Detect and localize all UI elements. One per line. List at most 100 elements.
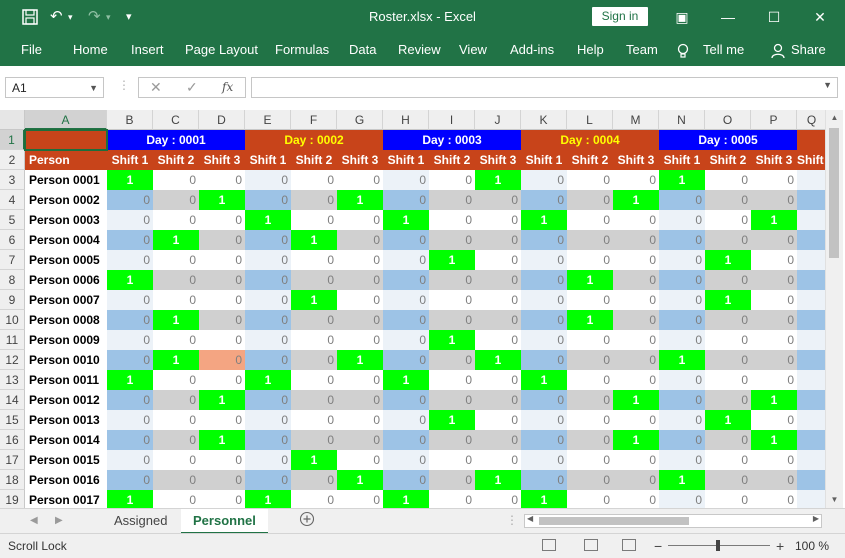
column-header-g[interactable]: G — [337, 110, 383, 130]
roster-cell[interactable]: 0 — [613, 370, 659, 390]
roster-cell[interactable]: 1 — [475, 470, 521, 490]
roster-cell[interactable]: 0 — [567, 190, 613, 210]
column-header-m[interactable]: M — [613, 110, 659, 130]
roster-cell-partial[interactable] — [797, 490, 827, 508]
row-header[interactable]: 15 — [0, 410, 25, 430]
roster-cell[interactable]: 0 — [567, 350, 613, 370]
person-name[interactable]: Person 0013 — [29, 413, 100, 427]
roster-cell[interactable]: 0 — [291, 430, 337, 450]
column-header-k[interactable]: K — [521, 110, 567, 130]
roster-cell[interactable]: 0 — [567, 450, 613, 470]
roster-cell[interactable]: 1 — [751, 430, 797, 450]
roster-cell-partial[interactable] — [797, 390, 827, 410]
roster-cell[interactable]: 0 — [475, 190, 521, 210]
roster-cell[interactable]: 0 — [751, 490, 797, 508]
roster-cell[interactable]: 0 — [245, 410, 291, 430]
roster-cell[interactable]: 0 — [107, 210, 153, 230]
person-name[interactable]: Person 0015 — [29, 453, 100, 467]
roster-cell[interactable]: 1 — [613, 190, 659, 210]
row-header[interactable]: 10 — [0, 310, 25, 330]
shift-header[interactable]: Shift 3 — [613, 150, 659, 170]
roster-cell[interactable]: 0 — [705, 210, 751, 230]
roster-cell[interactable]: 1 — [567, 270, 613, 290]
roster-cell[interactable]: 0 — [659, 250, 705, 270]
person-name[interactable]: Person 0016 — [29, 473, 100, 487]
roster-cell[interactable]: 0 — [337, 290, 383, 310]
redo-dropdown-icon[interactable]: ▾ — [106, 12, 111, 22]
column-header-f[interactable]: F — [291, 110, 337, 130]
roster-cell[interactable]: 0 — [567, 250, 613, 270]
roster-cell[interactable]: 0 — [521, 310, 567, 330]
roster-cell[interactable]: 1 — [107, 490, 153, 508]
roster-cell[interactable]: 0 — [567, 290, 613, 310]
roster-cell[interactable]: 1 — [429, 330, 475, 350]
roster-cell[interactable]: 0 — [751, 290, 797, 310]
roster-cell[interactable]: 0 — [659, 390, 705, 410]
roster-cell[interactable]: 0 — [659, 230, 705, 250]
roster-cell[interactable]: 0 — [337, 430, 383, 450]
shift-header[interactable]: Shift 1 — [383, 150, 429, 170]
roster-cell[interactable]: 1 — [521, 210, 567, 230]
roster-cell[interactable]: 0 — [475, 490, 521, 508]
roster-cell[interactable]: 1 — [613, 390, 659, 410]
roster-cell[interactable]: 0 — [245, 430, 291, 450]
roster-cell-partial[interactable] — [797, 210, 827, 230]
roster-cell[interactable]: 0 — [291, 250, 337, 270]
roster-cell[interactable]: 0 — [521, 410, 567, 430]
maximize-button[interactable]: ☐ — [767, 9, 781, 25]
roster-cell[interactable]: 0 — [107, 230, 153, 250]
roster-cell[interactable]: 0 — [475, 310, 521, 330]
roster-cell[interactable]: 0 — [291, 310, 337, 330]
scroll-up-icon[interactable]: ▲ — [830, 113, 839, 122]
roster-cell[interactable]: 1 — [245, 210, 291, 230]
roster-cell[interactable]: 1 — [659, 170, 705, 190]
shift-header[interactable]: Shift 3 — [199, 150, 245, 170]
roster-cell[interactable]: 1 — [521, 370, 567, 390]
roster-cell[interactable]: 0 — [705, 310, 751, 330]
roster-cell[interactable]: 0 — [751, 370, 797, 390]
roster-cell[interactable]: 0 — [475, 410, 521, 430]
roster-cell[interactable]: 0 — [705, 370, 751, 390]
column-header-d[interactable]: D — [199, 110, 245, 130]
row-header[interactable]: 19 — [0, 490, 25, 508]
column-header-j[interactable]: J — [475, 110, 521, 130]
roster-cell[interactable]: 0 — [521, 230, 567, 250]
roster-cell[interactable]: 0 — [705, 230, 751, 250]
row-header[interactable]: 8 — [0, 270, 25, 290]
roster-cell[interactable]: 0 — [521, 450, 567, 470]
roster-cell[interactable]: 0 — [751, 410, 797, 430]
roster-cell[interactable]: 0 — [337, 170, 383, 190]
person-name[interactable]: Person 0009 — [29, 333, 100, 347]
roster-cell[interactable]: 0 — [383, 410, 429, 430]
shift-header[interactable]: Shift 3 — [337, 150, 383, 170]
column-header-p[interactable]: P — [751, 110, 797, 130]
roster-cell[interactable]: 0 — [705, 430, 751, 450]
roster-cell[interactable]: 0 — [153, 430, 199, 450]
roster-cell[interactable]: 0 — [337, 250, 383, 270]
roster-cell[interactable]: 0 — [613, 170, 659, 190]
roster-cell[interactable]: 0 — [107, 330, 153, 350]
roster-cell[interactable]: 0 — [107, 190, 153, 210]
roster-cell[interactable]: 1 — [751, 390, 797, 410]
cell-a1[interactable] — [25, 130, 107, 150]
sheet-tab-personnel[interactable]: Personnel — [181, 509, 268, 534]
roster-cell[interactable]: 0 — [659, 430, 705, 450]
roster-cell[interactable]: 0 — [659, 490, 705, 508]
roster-cell[interactable]: 0 — [613, 450, 659, 470]
spreadsheet-grid[interactable]: A B C D E F G H I J K L M N O P Q 1 2 3 4 5 6 7 8 9 10 11 12 13 14 15 16… — [0, 110, 845, 508]
tab-formulas[interactable]: Formulas — [275, 42, 330, 57]
shift-header[interactable]: Shift 3 — [475, 150, 521, 170]
roster-cell[interactable]: 0 — [475, 330, 521, 350]
roster-cell[interactable]: 1 — [291, 450, 337, 470]
roster-cell[interactable]: 0 — [567, 470, 613, 490]
roster-cell[interactable]: 0 — [153, 490, 199, 508]
roster-cell[interactable]: 0 — [613, 470, 659, 490]
person-name[interactable]: Person 0011 — [29, 373, 100, 387]
roster-cell[interactable]: 0 — [429, 290, 475, 310]
roster-cell[interactable]: 0 — [751, 230, 797, 250]
roster-cell[interactable]: 1 — [475, 170, 521, 190]
roster-cell[interactable]: 0 — [383, 290, 429, 310]
person-name[interactable]: Person 0002 — [29, 193, 100, 207]
roster-cell[interactable]: 0 — [567, 170, 613, 190]
roster-cell[interactable]: 0 — [107, 410, 153, 430]
